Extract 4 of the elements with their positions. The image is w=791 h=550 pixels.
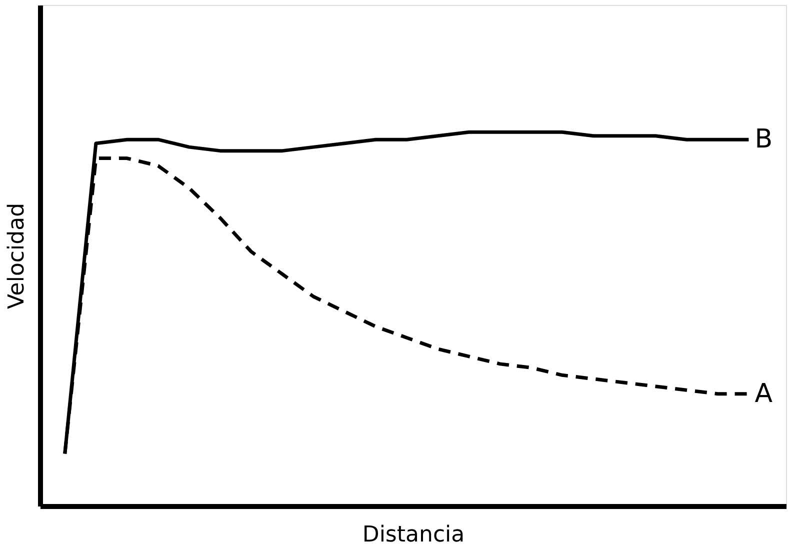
series-label: B [754, 124, 773, 155]
y-axis-title: Velocidad [4, 202, 30, 310]
series-label: A [754, 378, 773, 409]
x-axis-title: Distancia [362, 522, 465, 548]
